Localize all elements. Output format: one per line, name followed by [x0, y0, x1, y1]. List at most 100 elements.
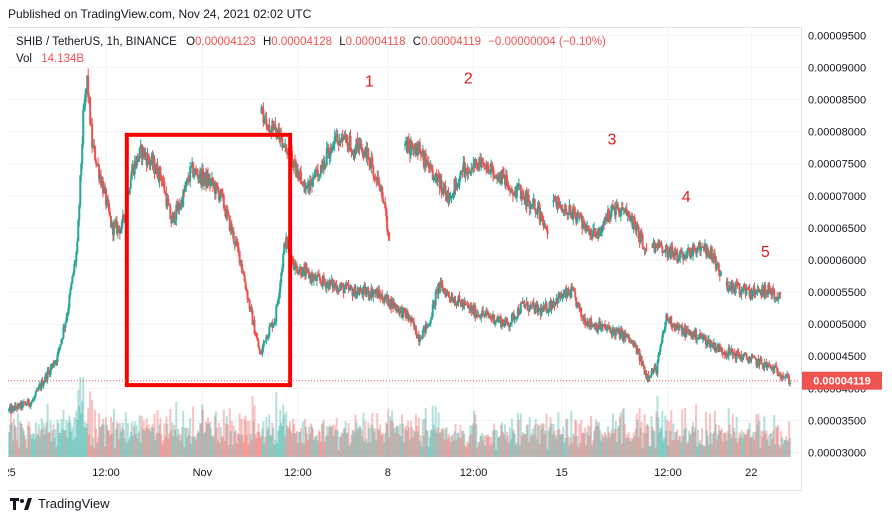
- candle-body: [89, 97, 92, 125]
- volume-bar: [226, 424, 229, 457]
- volume-bar: [142, 420, 145, 457]
- volume-bar: [598, 421, 601, 457]
- copy-segment-5-candle-body: [766, 293, 769, 295]
- candle-body: [705, 343, 708, 345]
- candle-body: [174, 220, 177, 223]
- copy-segment-4-candle-body: [680, 250, 683, 254]
- volume-bar: [458, 437, 461, 457]
- volume-bar: [503, 424, 506, 457]
- copy-segment-1-candle-body: [378, 180, 381, 186]
- candle-body: [785, 377, 788, 379]
- candle-body: [98, 165, 101, 179]
- candle-body: [681, 326, 684, 336]
- candle-body: [608, 327, 611, 331]
- copy-segment-1-candle-body: [367, 148, 370, 158]
- volume-bar: [444, 428, 447, 457]
- candle-body: [192, 162, 195, 177]
- candle-body: [603, 324, 606, 328]
- candle-body: [403, 308, 406, 314]
- candle-body: [100, 175, 103, 186]
- x-tick-label: 22: [745, 467, 757, 479]
- volume-bar: [589, 426, 592, 457]
- copy-segment-5-candle-body: [758, 290, 761, 293]
- price-chart[interactable]: 0.000030000.000035000.000040000.00004500…: [8, 27, 892, 491]
- candle-body: [103, 187, 106, 194]
- volume-bar: [81, 400, 84, 457]
- candle-body: [272, 324, 275, 328]
- candle-body: [160, 177, 163, 182]
- footer-brand[interactable]: TradingView: [10, 496, 110, 511]
- volume-bar: [393, 427, 396, 457]
- volume-bar: [25, 447, 28, 457]
- volume-bar: [152, 427, 155, 457]
- volume-bar: [348, 446, 351, 457]
- volume-bar: [234, 430, 237, 457]
- candle-body: [262, 343, 265, 348]
- candle-body: [478, 314, 481, 317]
- volume-legend: Vol 14.134B: [16, 53, 84, 65]
- candle-body: [227, 214, 230, 216]
- volume-bar: [640, 421, 643, 457]
- candle-body: [223, 208, 226, 211]
- volume-bar: [743, 434, 746, 457]
- candle-body: [454, 300, 457, 306]
- volume-bar: [48, 432, 51, 457]
- candle-body: [735, 350, 738, 360]
- volume-bar: [387, 408, 390, 457]
- candle-body: [73, 263, 76, 273]
- candle-body: [371, 288, 374, 298]
- copy-segment-2-candle-body: [542, 220, 545, 227]
- candle-body: [255, 335, 258, 338]
- volume-bar: [421, 419, 424, 457]
- copy-segment-2-candle-body: [480, 159, 483, 167]
- volume-bar: [235, 443, 238, 457]
- candle-body: [196, 171, 199, 175]
- volume-bar: [383, 442, 386, 457]
- volume-bar: [671, 440, 674, 457]
- volume-bar: [502, 431, 504, 457]
- volume-bar: [788, 421, 791, 457]
- volume-bar: [222, 409, 225, 457]
- copy-segment-3-candle-body: [587, 225, 590, 231]
- volume-bar: [596, 422, 599, 457]
- volume-bar: [707, 444, 710, 457]
- volume-bar: [153, 414, 156, 457]
- volume-bar: [725, 440, 728, 457]
- candle-body: [673, 323, 676, 328]
- volume-bar: [570, 410, 573, 457]
- volume-bar: [58, 432, 61, 457]
- candle-body: [274, 321, 277, 323]
- candle-body: [440, 281, 443, 286]
- candle-body: [746, 357, 749, 361]
- volume-bar: [502, 434, 505, 457]
- volume-bar: [613, 428, 616, 457]
- volume-bar: [140, 415, 143, 457]
- volume-bar: [727, 407, 730, 457]
- candle-body: [14, 405, 17, 408]
- candle-body: [576, 302, 579, 307]
- candle-body: [697, 337, 700, 340]
- candle-body: [325, 283, 328, 289]
- volume-bar: [684, 407, 687, 457]
- copy-segment-4-candle-body: [694, 249, 697, 251]
- volume-bar: [677, 439, 680, 457]
- candle-body: [244, 281, 247, 290]
- volume-bar: [180, 435, 183, 457]
- candle-body: [188, 181, 191, 183]
- volume-bar: [102, 418, 105, 457]
- candle-body: [43, 380, 46, 383]
- volume-bar: [22, 430, 25, 457]
- candle-body: [74, 262, 77, 264]
- volume-bar: [249, 434, 252, 457]
- copy-segment-3-candle-body: [592, 230, 595, 237]
- volume-bar: [755, 414, 758, 457]
- volume-bar: [720, 427, 723, 457]
- candle-body: [434, 291, 437, 306]
- candle-body: [562, 294, 565, 298]
- candle-body: [749, 359, 752, 361]
- volume-bar: [595, 419, 598, 457]
- volume-bar: [112, 409, 115, 457]
- volume-bar: [49, 420, 52, 457]
- volume-bar: [157, 432, 160, 457]
- copy-segment-4-candle-body: [664, 249, 667, 253]
